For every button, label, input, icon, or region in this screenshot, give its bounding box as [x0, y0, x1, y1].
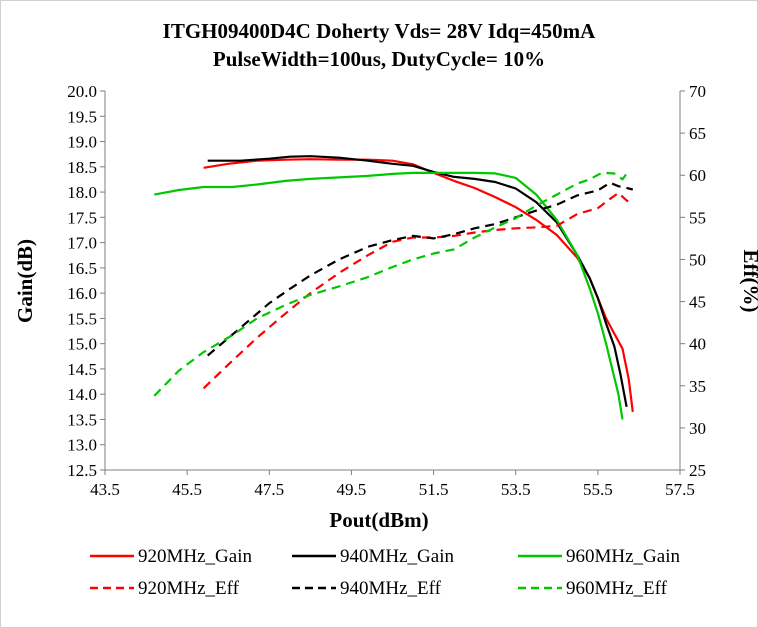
x-tick-label: 45.5 [172, 480, 202, 499]
series-line-960mhz-eff [153, 171, 628, 397]
y-tick-label: 15.0 [67, 335, 97, 354]
y-tick-label: 13.0 [67, 436, 97, 455]
y-tick-label: 13.5 [67, 410, 97, 429]
chart-title: ITGH09400D4C Doherty Vds= 28V Idq=450mA [163, 19, 597, 43]
y2-tick-label: 60 [689, 166, 706, 185]
legend-item-940mhz-eff: 940MHz_Eff [292, 578, 442, 599]
y-tick-label: 18.5 [67, 158, 97, 177]
y2-tick-label: 40 [689, 335, 706, 354]
legend-label: 960MHz_Gain [566, 546, 680, 567]
series-line-920mhz-eff [202, 191, 634, 390]
y-tick-label: 14.0 [67, 385, 97, 404]
chart-subtitle: PulseWidth=100us, DutyCycle= 10% [213, 47, 545, 71]
legend-label: 960MHz_Eff [566, 578, 668, 599]
y-tick-label: 15.5 [67, 309, 97, 328]
legend-item-920mhz-eff: 920MHz_Eff [90, 578, 240, 599]
y-tick-label: 19.0 [67, 133, 97, 152]
y2-tick-label: 45 [689, 293, 706, 312]
y-tick-label: 17.5 [67, 208, 97, 227]
x-tick-label: 51.5 [419, 480, 449, 499]
series-line-960mhz-gain [154, 171, 624, 420]
y2-tick-label: 55 [689, 208, 706, 227]
legend-label: 940MHz_Gain [340, 546, 454, 567]
axes-layer: 43.5 45.5 47.5 49.5 51.5 53.5 55.5 57.5 12.5 13.0… [67, 82, 706, 499]
x-tick-label: 55.5 [583, 480, 613, 499]
y-tick-label: 19.5 [67, 107, 97, 126]
y2-tick-label: 35 [689, 377, 706, 396]
y-tick-label: 17.0 [67, 234, 97, 253]
legend-item-940mhz-gain: 940MHz_Gain [292, 546, 454, 567]
legend-label: 920MHz_Gain [138, 546, 252, 567]
series-layer [153, 155, 634, 420]
y2-axis-title: Eff(%) [739, 250, 758, 313]
series-line-940mhz-eff [206, 181, 634, 357]
x-tick-label: 53.5 [501, 480, 531, 499]
legend-item-960mhz-gain: 960MHz_Gain [518, 546, 680, 567]
y-tick-label: 12.5 [67, 461, 97, 480]
legend-item-960mhz-eff: 960MHz_Eff [518, 578, 668, 599]
x-tick-label: 43.5 [90, 480, 120, 499]
x-tick-label: 47.5 [254, 480, 284, 499]
y-axis-title: Gain(dB) [13, 239, 37, 323]
legend-item-920mhz-gain: 920MHz_Gain [90, 546, 252, 567]
series-line-920mhz-gain [203, 158, 634, 413]
y-tick-label: 18.0 [67, 183, 97, 202]
y2-tick-label: 65 [689, 124, 706, 143]
x-tick-label: 49.5 [337, 480, 367, 499]
legend-label: 940MHz_Eff [340, 578, 442, 599]
series-line-940mhz-gain [207, 155, 628, 408]
y2-tick-label: 70 [689, 82, 706, 101]
y2-tick-label: 30 [689, 419, 706, 438]
x-axis-title: Pout(dBm) [329, 508, 428, 532]
y2-tick-label: 50 [689, 250, 706, 269]
x-tick-label: 57.5 [665, 480, 695, 499]
y-tick-label: 16.0 [67, 284, 97, 303]
legend-label: 920MHz_Eff [138, 578, 240, 599]
y-tick-label: 20.0 [67, 82, 97, 101]
y2-tick-label: 25 [689, 461, 706, 480]
y-tick-label: 14.5 [67, 360, 97, 379]
legend: 920MHz_Gain 940MHz_Gain 960MHz_Gain 920MHz_… [90, 546, 680, 599]
y-tick-label: 16.5 [67, 259, 97, 278]
